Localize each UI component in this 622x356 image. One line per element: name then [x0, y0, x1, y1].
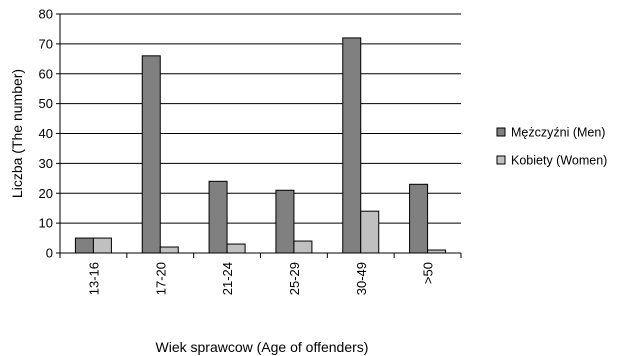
y-tick-label: 30 [39, 156, 53, 171]
bar-men-3 [275, 189, 295, 254]
legend-swatch-men [496, 127, 506, 137]
y-axis-title: Liczba (The number) [9, 69, 25, 198]
legend-label-women: Kobiety (Women) [511, 154, 607, 168]
x-tick-label: 21-24 [220, 262, 235, 295]
x-tick-labels: 13-16 17-20 21-24 25-29 30-49 >50 [86, 262, 435, 295]
y-tick-label: 70 [39, 36, 53, 51]
y-tick-label: 40 [39, 126, 53, 141]
x-tick-label: 25-29 [287, 262, 302, 295]
y-tick-labels: 0 10 20 30 40 50 60 70 80 [39, 7, 53, 261]
y-tick-label: 20 [39, 186, 53, 201]
bar-men-2 [208, 180, 228, 254]
y-tick-label: 0 [46, 246, 53, 261]
x-tick-label: 30-49 [354, 262, 369, 295]
bar-women-3 [293, 240, 313, 254]
axes [56, 13, 462, 258]
x-tick-label: 13-16 [86, 262, 101, 295]
bar-women-1 [159, 246, 179, 254]
bar-women-4 [360, 210, 380, 254]
bar-men-4 [342, 37, 362, 254]
y-tick-label: 10 [39, 216, 53, 231]
x-tick-label: >50 [421, 262, 436, 284]
bars [74, 37, 447, 254]
y-tick-label: 50 [39, 96, 53, 111]
legend-label-men: Mężczyźni (Men) [511, 126, 605, 140]
bar-women-2 [226, 243, 246, 254]
legend-swatch-women [496, 155, 506, 165]
x-axis-title: Wiek sprawcow (Age of offenders) [156, 339, 369, 355]
bar-men-5 [409, 183, 429, 254]
bar-women-0 [92, 237, 112, 254]
gridlines [60, 13, 461, 224]
y-tick-label: 80 [39, 7, 53, 22]
x-tick-label: 17-20 [153, 262, 168, 295]
y-tick-label: 60 [39, 66, 53, 81]
bar-men-0 [74, 237, 94, 254]
bar-men-1 [141, 55, 161, 254]
legend: Mężczyźni (Men) Kobiety (Women) [496, 126, 607, 168]
